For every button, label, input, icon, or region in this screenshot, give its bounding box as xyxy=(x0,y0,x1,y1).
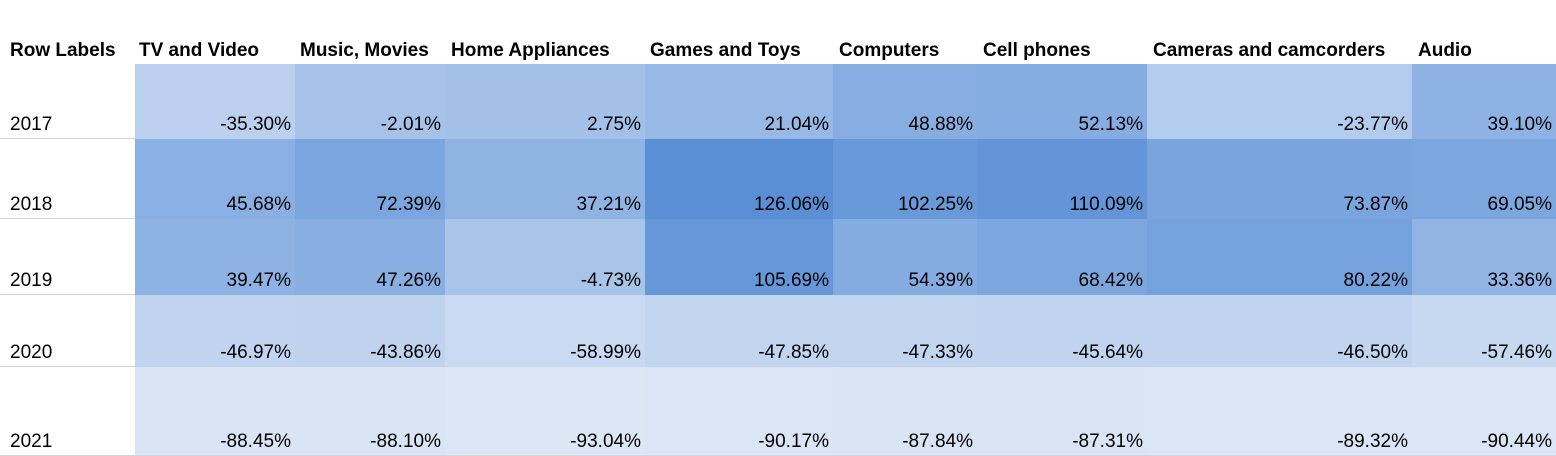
column-header: Music, Movies xyxy=(300,40,429,61)
heatmap-cell: 68.42% xyxy=(977,219,1147,295)
row-divider xyxy=(0,138,135,139)
column-header: Games and Toys xyxy=(650,40,801,61)
cell-value: 72.39% xyxy=(376,194,441,215)
row-label: 2017 xyxy=(10,114,53,135)
heatmap-cell: -45.64% xyxy=(977,295,1147,367)
heatmap-cell: 37.21% xyxy=(445,139,645,219)
heatmap-cell: -47.85% xyxy=(645,295,833,367)
cell-value: 33.36% xyxy=(1487,270,1552,291)
row-divider xyxy=(0,218,135,219)
cell-value: 54.39% xyxy=(908,270,973,291)
heatmap-cell: 21.04% xyxy=(645,64,833,139)
column-header: TV and Video xyxy=(139,40,260,61)
cell-value: 21.04% xyxy=(764,114,829,135)
heatmap-cell: -46.97% xyxy=(135,295,295,367)
cell-value: -88.10% xyxy=(370,431,441,452)
cell-value: 39.10% xyxy=(1487,114,1552,135)
cell-value: -58.99% xyxy=(570,342,641,363)
cell-value: -23.77% xyxy=(1337,114,1408,135)
cell-value: -57.46% xyxy=(1481,342,1552,363)
heatmap-cell: 69.05% xyxy=(1412,139,1556,219)
cell-value: -88.45% xyxy=(220,431,291,452)
cell-value: -46.97% xyxy=(220,342,291,363)
heatmap-cell: 102.25% xyxy=(833,139,977,219)
heatmap-cell: 39.10% xyxy=(1412,64,1556,139)
cell-value: 69.05% xyxy=(1487,194,1552,215)
heatmap-cell: -47.33% xyxy=(833,295,977,367)
cell-value: 110.09% xyxy=(1069,194,1143,215)
cell-value: 102.25% xyxy=(897,194,973,215)
cell-value: -93.04% xyxy=(570,431,641,452)
cell-value: 2.75% xyxy=(587,114,641,135)
heatmap-cell: -43.86% xyxy=(295,295,445,367)
heatmap-cell: 73.87% xyxy=(1147,139,1412,219)
heatmap-cell: 45.68% xyxy=(135,139,295,219)
cell-value: -47.33% xyxy=(902,342,973,363)
heatmap-cell: -90.44% xyxy=(1412,367,1556,456)
heatmap-cell: -4.73% xyxy=(445,219,645,295)
cell-value: 126.06% xyxy=(753,194,829,215)
cell-value: -4.73% xyxy=(580,270,641,291)
cell-value: -45.64% xyxy=(1072,342,1143,363)
heatmap-cell: -46.50% xyxy=(1147,295,1412,367)
heatmap-cell: 2.75% xyxy=(445,64,645,139)
corner-header-row-labels: Row Labels xyxy=(10,40,116,61)
column-header: Audio xyxy=(1418,40,1472,61)
heatmap-cell: -57.46% xyxy=(1412,295,1556,367)
heatmap-cell: 105.69% xyxy=(645,219,833,295)
heatmap-cell: 54.39% xyxy=(833,219,977,295)
heatmap-cell: 52.13% xyxy=(977,64,1147,139)
cell-value: 52.13% xyxy=(1078,114,1143,135)
row-label: 2021 xyxy=(10,431,53,452)
row-label: 2019 xyxy=(10,270,53,291)
cell-value: 80.22% xyxy=(1343,270,1408,291)
row-label: 2020 xyxy=(10,342,53,363)
cell-value: 68.42% xyxy=(1078,270,1143,291)
cell-value: -89.32% xyxy=(1337,431,1408,452)
heatmap-cell: 72.39% xyxy=(295,139,445,219)
heatmap-cell: -89.32% xyxy=(1147,367,1412,456)
cell-value: -43.86% xyxy=(370,342,441,363)
heatmap-cell: 39.47% xyxy=(135,219,295,295)
cell-value: 45.68% xyxy=(226,194,291,215)
heatmap-cell: -58.99% xyxy=(445,295,645,367)
heatmap-cell: -88.10% xyxy=(295,367,445,456)
column-header: Computers xyxy=(839,40,940,61)
heatmap-cell: -90.17% xyxy=(645,367,833,456)
column-header: Cameras and camcorders xyxy=(1153,40,1386,61)
heatmap-cell: -35.30% xyxy=(135,64,295,139)
cell-value: 105.69% xyxy=(753,270,829,291)
heatmap-cell: 47.26% xyxy=(295,219,445,295)
column-header: Cell phones xyxy=(983,40,1091,61)
cell-value: -87.31% xyxy=(1072,431,1143,452)
cell-value: -2.01% xyxy=(380,114,441,135)
heatmap-cell: -93.04% xyxy=(445,367,645,456)
cell-value: -90.17% xyxy=(758,431,829,452)
row-label: 2018 xyxy=(10,194,53,215)
heatmap-cell: -87.84% xyxy=(833,367,977,456)
heatmap-cell: -23.77% xyxy=(1147,64,1412,139)
column-header: Home Appliances xyxy=(451,40,610,61)
cell-value: -35.30% xyxy=(220,114,291,135)
row-divider xyxy=(0,366,135,367)
heatmap-cell: 80.22% xyxy=(1147,219,1412,295)
heatmap-cell: 33.36% xyxy=(1412,219,1556,295)
cell-value: -87.84% xyxy=(902,431,973,452)
heatmap-cell: 126.06% xyxy=(645,139,833,219)
row-divider xyxy=(0,294,135,295)
heatmap-cell: -2.01% xyxy=(295,64,445,139)
cell-value: 73.87% xyxy=(1343,194,1408,215)
heatmap-cell: -88.45% xyxy=(135,367,295,456)
cell-value: 37.21% xyxy=(576,194,641,215)
cell-value: 39.47% xyxy=(226,270,291,291)
cell-value: 47.26% xyxy=(376,270,441,291)
heatmap-cell: 110.09% xyxy=(977,139,1147,219)
heatmap-cell: -87.31% xyxy=(977,367,1147,456)
cell-value: -90.44% xyxy=(1481,431,1552,452)
cell-value: -46.50% xyxy=(1337,342,1408,363)
cell-value: -47.85% xyxy=(758,342,829,363)
cell-value: 48.88% xyxy=(908,114,973,135)
heatmap-cell: 48.88% xyxy=(833,64,977,139)
